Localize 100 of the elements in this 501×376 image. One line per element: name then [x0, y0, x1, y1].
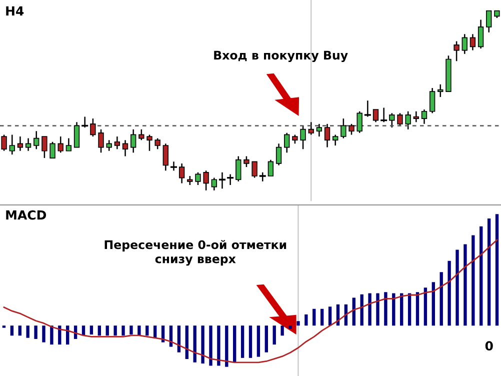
candlestick: [284, 132, 290, 154]
candlestick: [170, 161, 177, 172]
bar: [384, 292, 388, 326]
candlestick: [364, 100, 371, 118]
bar: [146, 326, 149, 336]
candlestick: [252, 161, 258, 178]
bar: [472, 235, 475, 326]
chart-title: MACD: [6, 210, 46, 220]
candlestick: [438, 84, 444, 98]
candlestick: [454, 40, 460, 62]
bar: [487, 218, 491, 326]
candlestick: [397, 112, 403, 126]
candlestick: [9, 134, 15, 156]
candlestick: [203, 170, 209, 192]
candlestick: [42, 136, 48, 159]
candlestick: [308, 122, 314, 136]
candlestick: [340, 118, 346, 139]
bar: [392, 293, 396, 326]
candlestick: [211, 177, 217, 192]
bar: [424, 288, 428, 326]
candlestick: [98, 128, 104, 154]
candlestick: [300, 125, 306, 150]
bar: [50, 326, 54, 345]
candlestick: [356, 110, 362, 134]
bar: [480, 226, 483, 326]
candlestick: [268, 159, 274, 177]
candlestick: [276, 143, 282, 166]
bar: [312, 308, 316, 326]
bar: [122, 326, 125, 336]
candlestick: [405, 110, 411, 130]
bar: [209, 326, 212, 366]
candlestick: [244, 156, 250, 168]
bar: [138, 326, 141, 336]
bar: [376, 293, 380, 326]
bar: [352, 298, 356, 326]
bar: [288, 326, 292, 329]
bar: [456, 250, 459, 326]
candlestick: [236, 156, 242, 182]
annotation: Вход в покупку Buy: [214, 50, 348, 62]
bar: [153, 326, 157, 338]
bar: [304, 314, 308, 326]
candlestick: [389, 112, 395, 128]
candlestick: [372, 108, 379, 123]
candlestick: [332, 134, 338, 146]
candlestick: [114, 136, 120, 150]
bar: [368, 293, 372, 326]
bar: [201, 326, 204, 364]
candlestick: [25, 138, 32, 152]
bar: [26, 326, 30, 338]
bar: [90, 326, 94, 334]
bar: [256, 326, 260, 357]
candlestick: [478, 19, 484, 50]
candlestick: [421, 108, 428, 125]
annotation: 0: [485, 341, 493, 351]
bar: [280, 326, 284, 336]
candlestick: [486, 10, 492, 33]
bar: [130, 326, 133, 334]
bar: [440, 272, 443, 326]
candlestick: [154, 138, 160, 150]
bar: [448, 260, 451, 326]
candlestick: [34, 130, 40, 150]
bar: [432, 282, 435, 326]
bar: [10, 326, 14, 336]
candlestick: [122, 139, 128, 157]
candlestick: [66, 138, 72, 152]
annotation: Пересечение 0-ой отметки снизу вверх: [104, 240, 286, 266]
candlestick: [106, 139, 112, 152]
bar: [320, 308, 324, 326]
bar: [34, 326, 38, 339]
bar: [264, 326, 268, 352]
bar: [98, 326, 101, 336]
bar: [328, 306, 332, 326]
candlestick: [50, 141, 56, 159]
bar: [217, 326, 220, 366]
candlestick: [462, 34, 468, 55]
candlestick: [58, 136, 64, 154]
bar: [240, 326, 244, 358]
candlestick: [429, 87, 436, 114]
candlestick: [162, 143, 168, 172]
bar: [408, 293, 412, 326]
candlestick: [470, 34, 476, 51]
candlestick: [380, 107, 388, 123]
bar: [360, 294, 364, 326]
bar: [114, 326, 117, 336]
bar: [464, 244, 467, 326]
candlestick: [324, 123, 330, 148]
candlestick: [1, 134, 7, 152]
candlestick: [82, 116, 88, 128]
candlestick: [90, 118, 96, 138]
bar: [193, 326, 196, 362]
candlestick: [413, 110, 419, 123]
bar: [18, 326, 22, 336]
bar: [42, 326, 46, 342]
candlestick: [348, 123, 354, 136]
bar: [296, 321, 300, 326]
candlestick: [316, 123, 322, 138]
bar: [416, 292, 420, 326]
bar: [177, 326, 181, 352]
bar: [225, 326, 228, 367]
candlestick: [195, 172, 201, 186]
